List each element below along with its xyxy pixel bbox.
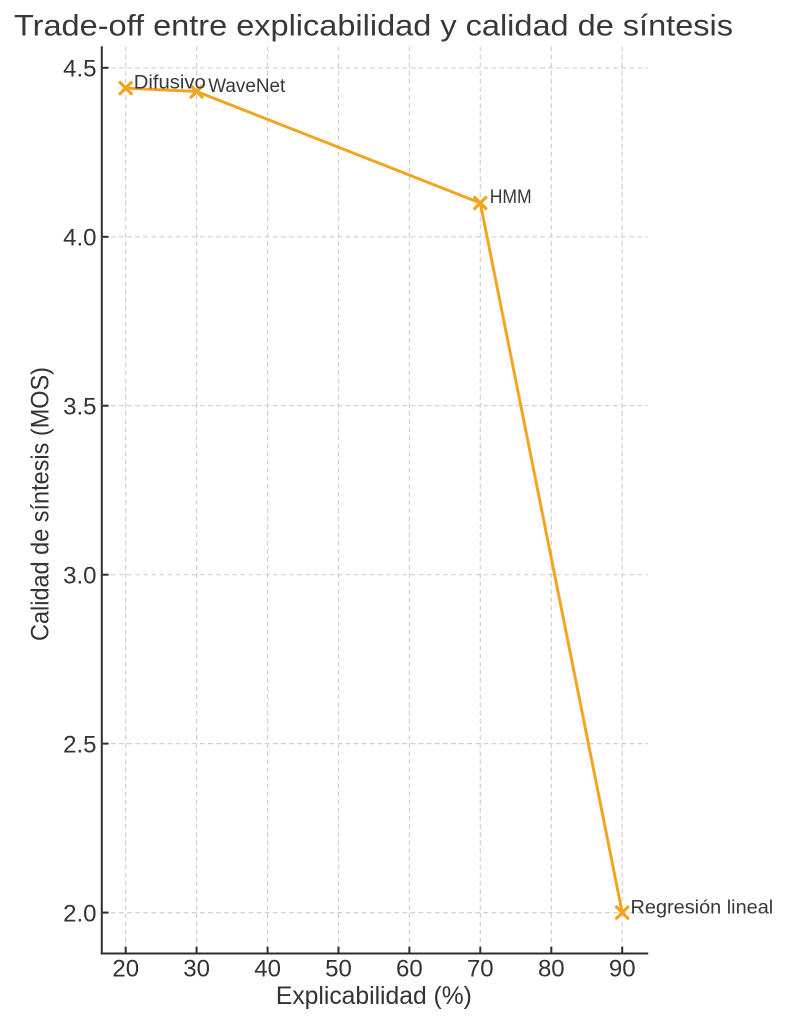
svg-text:2.0: 2.0	[63, 900, 96, 927]
svg-text:Difusivo: Difusivo	[134, 73, 206, 94]
svg-text:3.5: 3.5	[63, 394, 96, 421]
svg-text:Explicabilidad (%): Explicabilidad (%)	[276, 982, 472, 1010]
svg-text:70: 70	[467, 956, 494, 983]
svg-text:Trade-off entre explicabilidad: Trade-off entre explicabilidad y calidad…	[14, 10, 733, 43]
svg-text:20: 20	[112, 956, 139, 983]
svg-text:2.5: 2.5	[63, 731, 96, 758]
svg-text:80: 80	[538, 956, 565, 983]
svg-text:50: 50	[325, 956, 352, 983]
svg-text:4.5: 4.5	[63, 56, 96, 83]
svg-text:90: 90	[609, 956, 636, 983]
svg-text:40: 40	[254, 956, 281, 983]
svg-text:3.0: 3.0	[63, 563, 96, 590]
svg-text:Regresión lineal: Regresión lineal	[631, 898, 774, 919]
svg-text:HMM: HMM	[490, 187, 532, 208]
svg-text:Calidad de síntesis (MOS): Calidad de síntesis (MOS)	[27, 367, 55, 641]
svg-text:60: 60	[396, 956, 423, 983]
svg-text:30: 30	[183, 956, 210, 983]
svg-text:WaveNet: WaveNet	[208, 76, 286, 97]
svg-text:4.0: 4.0	[63, 225, 96, 252]
